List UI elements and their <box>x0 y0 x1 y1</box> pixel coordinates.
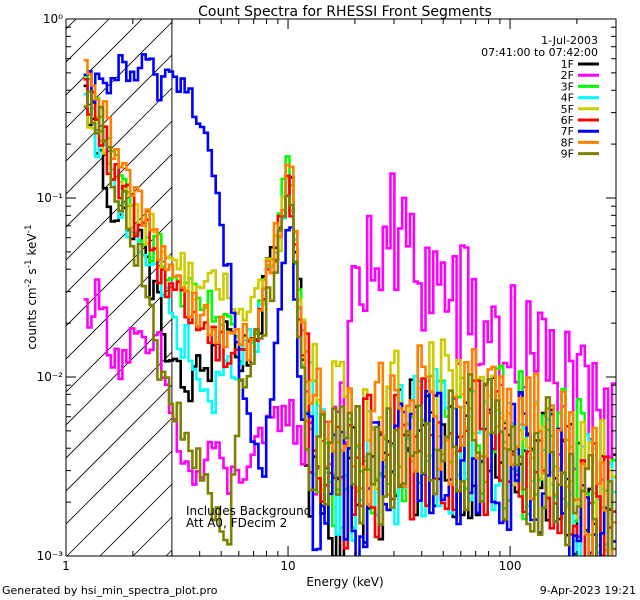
y-tick-label: 10⁻² <box>37 370 64 384</box>
legend-label-7F: 7F <box>561 125 574 138</box>
y-tick-label: 10⁻³ <box>37 549 64 563</box>
axis-ticks <box>65 18 617 557</box>
legend-label-1F: 1F <box>561 58 574 71</box>
series-line-9F <box>83 90 616 556</box>
series-line-8F <box>83 58 616 556</box>
x-tick-label: 10 <box>280 559 295 573</box>
legend-label-5F: 5F <box>561 103 574 116</box>
footer-generated-by: Generated by hsi_min_spectra_plot.pro <box>2 584 218 597</box>
legend-time-range: 07:41:00 to 07:42:00 <box>481 46 598 59</box>
legend-label-3F: 3F <box>561 80 574 93</box>
series-group <box>83 53 616 556</box>
annotation-background: Includes Background <box>186 504 311 518</box>
footer-date: 9-Apr-2023 19:21 <box>539 584 636 597</box>
y-axis-label: counts cm-2 s-1 keV-1 <box>24 224 39 349</box>
legend-label-8F: 8F <box>561 136 574 149</box>
hatch-line <box>66 19 209 162</box>
legend-label-2F: 2F <box>561 69 574 82</box>
y-tick-label: 10⁰ <box>43 12 63 26</box>
legend-date: 1-Jul-2003 <box>541 34 598 47</box>
hatch-line <box>66 19 242 195</box>
annotation-attenuator: Att A0, FDecim 2 <box>186 516 287 530</box>
y-tick-labels: 10⁻³ 10⁻² 10⁻¹ 10⁰ <box>37 12 64 563</box>
legend-label-6F: 6F <box>561 114 574 127</box>
y-tick-label: 10⁻¹ <box>37 191 64 205</box>
hatch-line <box>66 19 176 129</box>
chart-title: Count Spectra for RHESSI Front Segments <box>198 4 492 20</box>
legend-label-4F: 4F <box>561 92 574 105</box>
series-line-5F <box>83 104 616 552</box>
x-tick-label: 1 <box>62 559 70 573</box>
x-axis-label: Energy (keV) <box>306 575 383 589</box>
x-tick-label: 100 <box>499 559 522 573</box>
plot-frame <box>65 18 617 557</box>
legend-label-9F: 9F <box>561 148 574 161</box>
x-tick-labels: 1 10 100 <box>62 559 521 573</box>
